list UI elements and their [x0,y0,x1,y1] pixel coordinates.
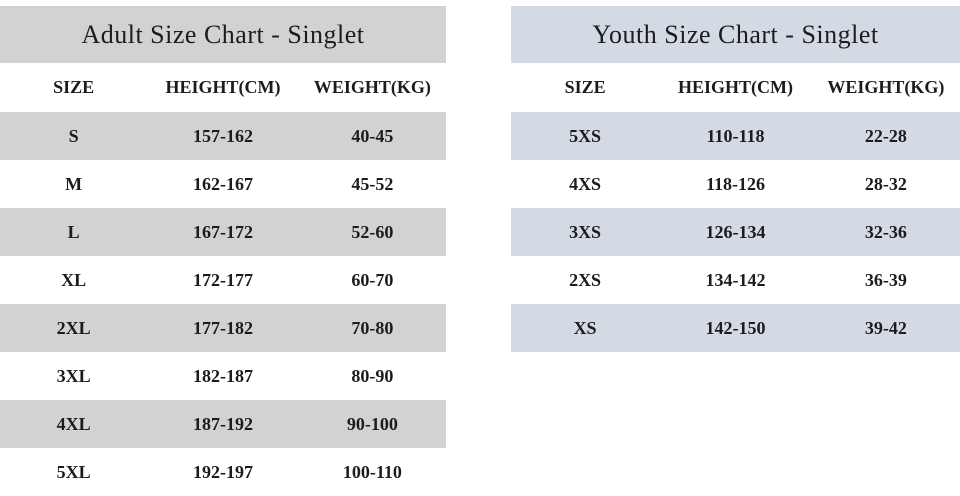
table-row: 4XS 118-126 28-32 [511,160,960,208]
height-cell: 157-162 [192,125,253,146]
height-cell: 187-192 [192,413,253,434]
weight-cell: 36-39 [864,269,907,290]
weight-cell: 52-60 [351,221,394,242]
adult-table-body: S 157-162 40-45 M 162-167 45-52 L 167-17… [0,112,446,496]
weight-cell: 22-28 [864,125,907,146]
table-row: 3XS 126-134 32-36 [511,208,960,256]
table-row: M 162-167 45-52 [0,160,446,208]
height-cell: 126-134 [705,221,766,242]
table-row: 3XL 182-187 80-90 [0,352,446,400]
column-header-weight: WEIGHT(KG) [313,77,431,97]
column-header-height: HEIGHT(CM) [165,77,281,97]
weight-cell: 60-70 [351,269,394,290]
size-cell: 4XS [569,173,602,194]
height-cell: 177-182 [192,317,253,338]
adult-table-header-row: SIZE HEIGHT(CM) WEIGHT(KG) [0,63,446,112]
weight-cell: 70-80 [351,317,394,338]
height-cell: 110-118 [706,125,765,146]
size-cell: 2XL [56,317,91,338]
table-row: 5XS 110-118 22-28 [511,112,960,160]
weight-cell: 32-36 [864,221,907,242]
table-row: XL 172-177 60-70 [0,256,446,304]
height-cell: 182-187 [192,365,253,386]
size-cell: XL [61,269,87,290]
table-row: 5XL 192-197 100-110 [0,448,446,496]
weight-cell: 100-110 [342,461,402,482]
weight-cell: 45-52 [351,173,394,194]
size-cell: 3XL [56,365,91,386]
size-cell: 3XS [569,221,602,242]
table-row: XS 142-150 39-42 [511,304,960,352]
size-cell: 5XS [569,125,602,146]
height-cell: 118-126 [705,173,765,194]
adult-size-table: Adult Size Chart - Singlet SIZE HEIGHT(C… [0,6,446,496]
weight-cell: 40-45 [351,125,394,146]
size-cell: XS [573,317,597,338]
youth-table-title: Youth Size Chart - Singlet [511,6,960,63]
table-row: 2XS 134-142 36-39 [511,256,960,304]
height-cell: 172-177 [192,269,253,290]
column-header-size: SIZE [564,77,606,97]
column-header-size: SIZE [53,77,95,97]
height-cell: 167-172 [192,221,253,242]
size-cell: 4XL [56,413,91,434]
table-row: 2XL 177-182 70-80 [0,304,446,352]
height-cell: 134-142 [705,269,766,290]
youth-table-body: 5XS 110-118 22-28 4XS 118-126 28-32 3XS … [511,112,960,352]
table-row: L 167-172 52-60 [0,208,446,256]
column-header-height: HEIGHT(CM) [677,77,793,97]
size-cell: M [65,173,83,194]
youth-table-header-row: SIZE HEIGHT(CM) WEIGHT(KG) [511,63,960,112]
weight-cell: 28-32 [864,173,907,194]
size-cell: S [68,125,79,146]
height-cell: 162-167 [192,173,253,194]
column-header-weight: WEIGHT(KG) [827,77,945,97]
youth-size-table: Youth Size Chart - Singlet SIZE HEIGHT(C… [511,6,960,352]
weight-cell: 39-42 [864,317,907,338]
height-cell: 142-150 [705,317,766,338]
table-row: S 157-162 40-45 [0,112,446,160]
size-cell: 2XS [569,269,602,290]
height-cell: 192-197 [192,461,253,482]
table-row: 4XL 187-192 90-100 [0,400,446,448]
weight-cell: 80-90 [351,365,394,386]
size-cell: 5XL [56,461,91,482]
size-cell: L [67,221,80,242]
adult-table-title: Adult Size Chart - Singlet [0,6,446,63]
weight-cell: 90-100 [346,413,398,434]
